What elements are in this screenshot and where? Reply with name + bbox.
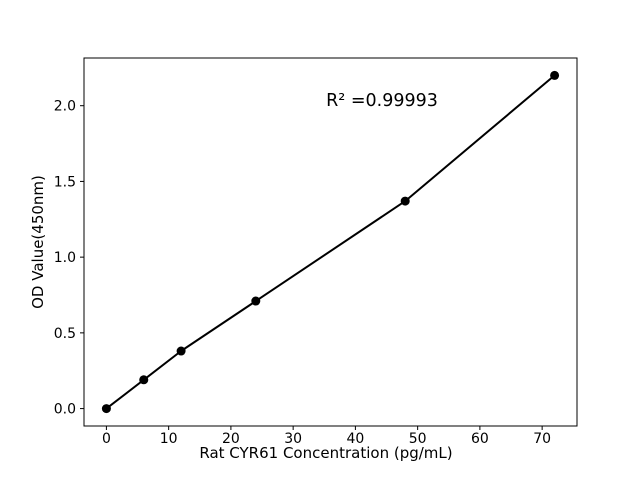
y-tick-label: 0.0 [54, 402, 76, 418]
x-tick-label: 30 [284, 431, 302, 447]
x-tick-label: 40 [346, 431, 364, 447]
data-point [101, 404, 111, 414]
data-point [176, 346, 186, 356]
x-tick-label: 60 [471, 431, 489, 447]
data-point [251, 296, 261, 306]
y-tick-label: 1.0 [54, 250, 76, 266]
x-tick-label: 50 [409, 431, 427, 447]
y-axis-label: OD Value(450nm) [29, 175, 47, 309]
plot-border [83, 57, 578, 427]
r-squared-annotation: R² =0.99993 [326, 91, 438, 111]
x-tick-label: 0 [102, 431, 111, 447]
standard-curve-fit-line [105, 74, 556, 410]
x-tick-label: 20 [222, 431, 240, 447]
x-tick-label: 10 [160, 431, 178, 447]
y-tick-label: 2.0 [54, 99, 76, 115]
y-tick-label: 1.5 [54, 174, 76, 190]
data-point [550, 70, 560, 80]
y-tick-label: 0.5 [54, 326, 76, 342]
data-point [139, 375, 149, 385]
x-axis-label: Rat CYR61 Concentration (pg/mL) [199, 444, 453, 462]
data-point [400, 196, 410, 206]
x-tick-label: 70 [533, 431, 551, 447]
